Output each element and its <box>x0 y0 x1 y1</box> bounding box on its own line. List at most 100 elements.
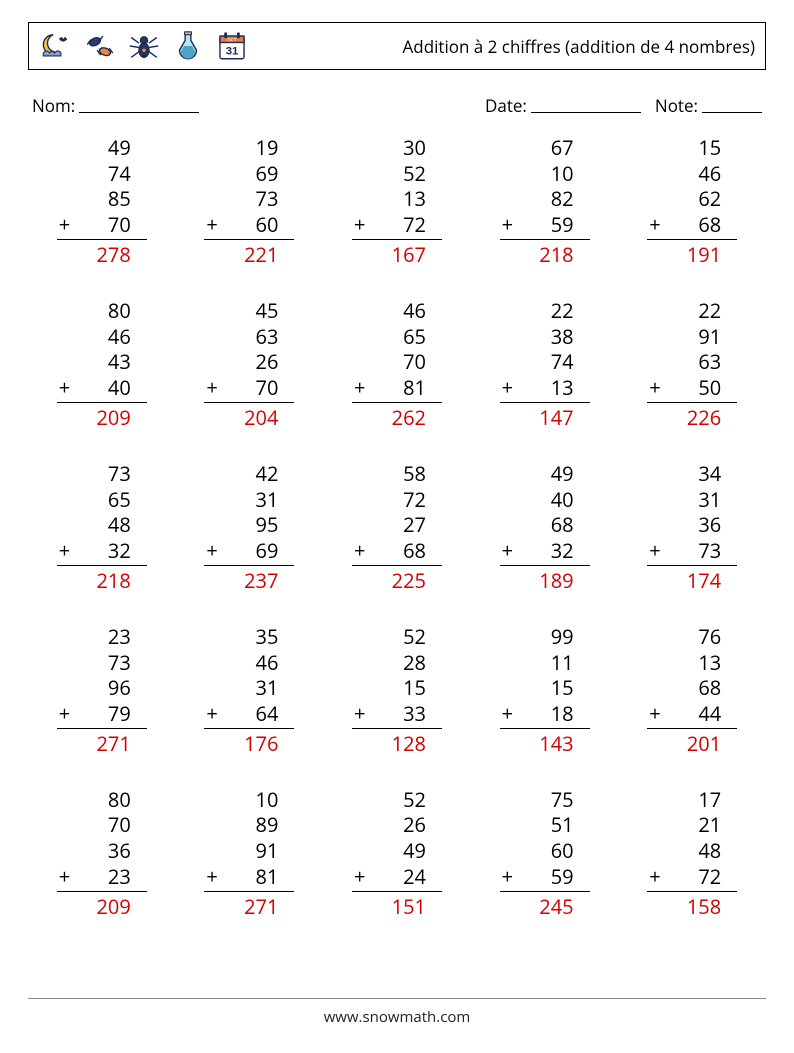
answer: 189 <box>516 568 574 594</box>
addend-last: +24 <box>368 864 426 890</box>
sum-rule <box>352 891 442 892</box>
addend-last: +73 <box>663 538 721 564</box>
addend-last: +81 <box>220 864 278 890</box>
addend: 31 <box>220 487 278 513</box>
answer: 201 <box>663 731 721 757</box>
addend: 68 <box>516 512 574 538</box>
addend: 27 <box>368 512 426 538</box>
plus-sign: + <box>502 864 513 890</box>
addend: 65 <box>73 487 131 513</box>
addend: 17 <box>663 787 721 813</box>
addend-last: +70 <box>73 212 131 238</box>
note-blank[interactable] <box>702 94 762 113</box>
answer: 218 <box>516 242 574 268</box>
addend: 70 <box>368 349 426 375</box>
problem-grid: 497485+70278196973+60221305213+721676710… <box>28 135 766 920</box>
problem: 807036+23209 <box>28 787 176 920</box>
answer: 204 <box>220 405 278 431</box>
plus-sign: + <box>206 864 217 890</box>
addend: 10 <box>516 161 574 187</box>
addend-last: +70 <box>220 375 278 401</box>
addend: 31 <box>220 675 278 701</box>
sum-rule <box>204 565 294 566</box>
addend: 89 <box>220 812 278 838</box>
answer: 221 <box>220 242 278 268</box>
addend: 52 <box>368 624 426 650</box>
plus-sign: + <box>502 212 513 238</box>
plus-sign: + <box>649 212 660 238</box>
sum-rule <box>57 402 147 403</box>
problem: 354631+64176 <box>176 624 324 757</box>
addend: 43 <box>73 349 131 375</box>
name-blank[interactable] <box>79 94 199 113</box>
problem: 196973+60221 <box>176 135 324 268</box>
problem: 237396+79271 <box>28 624 176 757</box>
addend: 69 <box>220 161 278 187</box>
addend: 11 <box>516 650 574 676</box>
addend-last: +68 <box>663 212 721 238</box>
addend: 38 <box>516 324 574 350</box>
addend: 46 <box>663 161 721 187</box>
moon-bat-icon <box>39 29 73 63</box>
addend: 22 <box>663 298 721 324</box>
plus-sign: + <box>649 375 660 401</box>
answer: 237 <box>220 568 278 594</box>
header-icons: 31 OCT <box>39 29 249 63</box>
answer: 218 <box>73 568 131 594</box>
answer: 226 <box>663 405 721 431</box>
addend: 73 <box>73 461 131 487</box>
addend: 52 <box>368 161 426 187</box>
addend: 46 <box>73 324 131 350</box>
addend: 73 <box>220 186 278 212</box>
addend: 13 <box>368 186 426 212</box>
addend: 73 <box>73 650 131 676</box>
addend-last: +44 <box>663 701 721 727</box>
plus-sign: + <box>354 375 365 401</box>
addend: 13 <box>663 650 721 676</box>
sum-rule <box>204 239 294 240</box>
sum-rule <box>500 239 590 240</box>
addend: 31 <box>663 487 721 513</box>
sum-rule <box>500 565 590 566</box>
addend: 67 <box>516 135 574 161</box>
addend-last: +59 <box>516 212 574 238</box>
problem: 154662+68191 <box>618 135 766 268</box>
plus-sign: + <box>354 212 365 238</box>
addend: 49 <box>73 135 131 161</box>
sum-rule <box>57 891 147 892</box>
sum-rule <box>352 402 442 403</box>
plus-sign: + <box>206 701 217 727</box>
date-label: Date: <box>485 94 527 117</box>
sum-rule <box>57 565 147 566</box>
addend: 36 <box>73 838 131 864</box>
addend: 48 <box>73 512 131 538</box>
problem: 587227+68225 <box>323 461 471 594</box>
date-blank[interactable] <box>531 94 641 113</box>
problem: 736548+32218 <box>28 461 176 594</box>
problem: 804643+40209 <box>28 298 176 431</box>
addend: 62 <box>663 186 721 212</box>
addend: 48 <box>663 838 721 864</box>
plus-sign: + <box>59 538 70 564</box>
problem: 466570+81262 <box>323 298 471 431</box>
plus-sign: + <box>59 864 70 890</box>
addend-last: +32 <box>516 538 574 564</box>
addend: 68 <box>663 675 721 701</box>
addend-last: +68 <box>368 538 426 564</box>
plus-sign: + <box>354 864 365 890</box>
addend-last: +69 <box>220 538 278 564</box>
problem: 494068+32189 <box>471 461 619 594</box>
addend-last: +60 <box>220 212 278 238</box>
answer: 225 <box>368 568 426 594</box>
sum-rule <box>352 728 442 729</box>
addend: 72 <box>368 487 426 513</box>
addend: 76 <box>663 624 721 650</box>
sum-rule <box>500 728 590 729</box>
problem: 755160+59245 <box>471 787 619 920</box>
sum-rule <box>647 728 737 729</box>
addend: 30 <box>368 135 426 161</box>
calendar-icon: 31 OCT <box>215 29 249 63</box>
problem: 229163+50226 <box>618 298 766 431</box>
sum-rule <box>352 565 442 566</box>
worksheet-title: Addition à 2 chiffres (addition de 4 nom… <box>403 35 755 58</box>
